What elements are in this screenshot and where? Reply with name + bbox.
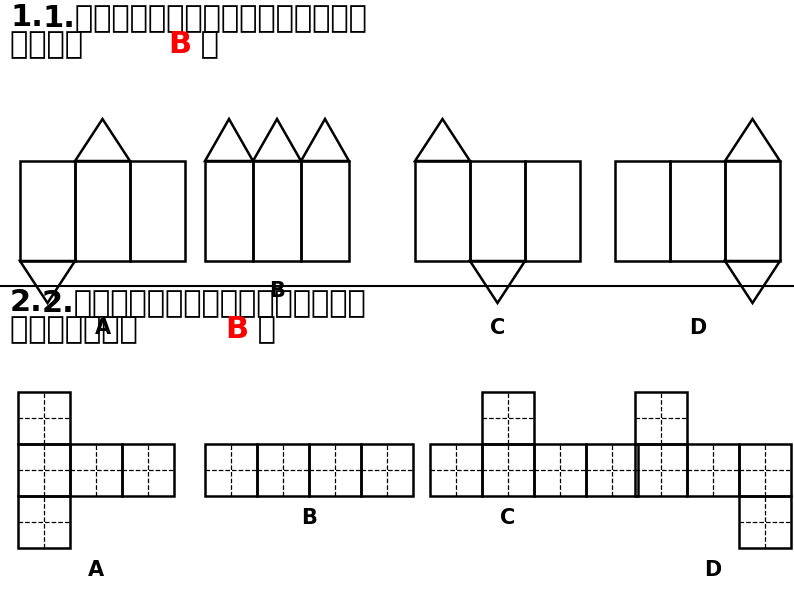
Text: 1.: 1. xyxy=(10,3,43,32)
Bar xyxy=(725,161,780,261)
Bar xyxy=(415,161,470,261)
Text: ）: ） xyxy=(247,315,276,344)
Bar xyxy=(470,161,525,261)
Bar xyxy=(586,444,638,496)
Bar xyxy=(687,444,739,496)
Bar xyxy=(534,444,586,496)
Bar xyxy=(122,444,174,496)
Text: 柱的是（: 柱的是（ xyxy=(10,30,94,59)
Text: C: C xyxy=(500,508,515,528)
Bar xyxy=(205,444,257,496)
Bar xyxy=(635,392,687,444)
Bar xyxy=(361,444,413,496)
Text: ）: ） xyxy=(190,30,219,59)
Bar xyxy=(525,161,580,261)
Bar xyxy=(430,444,482,496)
Bar xyxy=(18,392,70,444)
Bar xyxy=(205,161,253,261)
Text: 2.下列哪个平面图形沿虚线折叠不能围: 2.下列哪个平面图形沿虚线折叠不能围 xyxy=(42,288,367,317)
Text: B: B xyxy=(301,508,317,528)
Bar xyxy=(739,444,791,496)
Bar xyxy=(301,161,349,261)
Text: B: B xyxy=(225,315,248,344)
Text: D: D xyxy=(689,318,706,338)
Bar xyxy=(18,496,70,548)
Bar xyxy=(482,444,534,496)
Text: C: C xyxy=(490,318,505,338)
Text: B: B xyxy=(269,281,285,301)
Bar xyxy=(670,161,725,261)
Text: A: A xyxy=(88,560,104,580)
Bar xyxy=(70,444,122,496)
Bar xyxy=(18,444,70,496)
Text: 成正方体的是（: 成正方体的是（ xyxy=(10,315,148,344)
Bar xyxy=(75,161,130,261)
Text: 1.下图所示的平面图形中不能围成三棱: 1.下图所示的平面图形中不能围成三棱 xyxy=(42,3,367,32)
Bar xyxy=(309,444,361,496)
Text: 2.: 2. xyxy=(10,288,43,317)
Bar xyxy=(635,444,687,496)
Text: D: D xyxy=(704,560,722,580)
Bar xyxy=(257,444,309,496)
Bar xyxy=(739,496,791,548)
Bar xyxy=(482,392,534,444)
Bar xyxy=(20,161,75,261)
Text: B: B xyxy=(168,30,191,59)
Bar xyxy=(615,161,670,261)
Text: A: A xyxy=(94,318,110,338)
Bar xyxy=(253,161,301,261)
Bar xyxy=(130,161,185,261)
